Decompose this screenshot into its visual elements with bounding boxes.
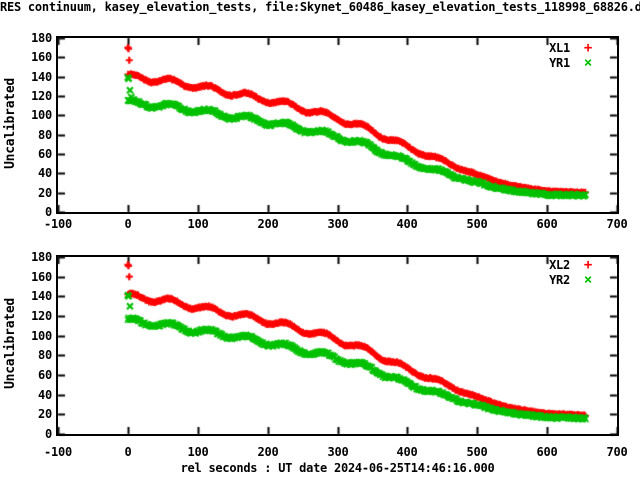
x-tick-label: 500 xyxy=(466,217,488,231)
legend-top: XL1 + YR1 × xyxy=(470,41,606,71)
x-tick-label: 600 xyxy=(536,217,558,231)
legend-bottom: XL2 + YR2 × xyxy=(470,258,606,288)
y-tick-label: 160 xyxy=(31,50,52,64)
legend-label-xl2: XL2 xyxy=(549,258,570,272)
y-tick-label: 20 xyxy=(38,186,52,200)
x-axis-label: rel seconds : UT date 2024-06-25T14:46:1… xyxy=(180,461,495,475)
y-tick-label: 120 xyxy=(31,309,52,323)
y-tick-label: 100 xyxy=(31,329,52,343)
x-tick-label: 200 xyxy=(257,217,279,231)
x-tick-label: 700 xyxy=(606,445,628,459)
x-tick-label: -100 xyxy=(44,217,72,231)
legend-label-yr2: YR2 xyxy=(549,273,570,287)
y-tick-label: 0 xyxy=(45,427,52,441)
legend-item-yr1: YR1 × xyxy=(470,56,606,71)
chart-title: RES continuum, kasey_elevation_tests, fi… xyxy=(0,0,640,14)
legend-label-xl1: XL1 xyxy=(549,41,570,55)
y-tick-label: 0 xyxy=(45,205,52,219)
legend-item-xl1: XL1 + xyxy=(470,41,606,56)
x-tick-label: 300 xyxy=(327,217,349,231)
x-tick-label: 300 xyxy=(327,445,349,459)
cross-marker-icon: × xyxy=(583,55,593,71)
x-tick-label: 600 xyxy=(536,445,558,459)
x-tick-label: -100 xyxy=(44,445,72,459)
x-tick-label: 0 xyxy=(124,445,132,459)
cross-marker-icon: × xyxy=(583,272,593,288)
legend-item-yr2: YR2 × xyxy=(470,273,606,288)
y-tick-label: 40 xyxy=(38,166,52,180)
legend-item-xl2: XL2 + xyxy=(470,258,606,273)
y-tick-label: 60 xyxy=(38,368,52,382)
y-tick-label: 60 xyxy=(38,147,52,161)
legend-label-yr1: YR1 xyxy=(549,56,570,70)
x-tick-label: 400 xyxy=(396,445,418,459)
x-tick-label: 200 xyxy=(257,445,279,459)
y-tick-label: 20 xyxy=(38,407,52,421)
plus-marker-icon: + xyxy=(583,257,593,273)
y-tick-label: 180 xyxy=(31,250,52,264)
y-tick-label: 40 xyxy=(38,388,52,402)
y-tick-label: 80 xyxy=(38,348,52,362)
y-tick-label: 80 xyxy=(38,128,52,142)
y-tick-label: 140 xyxy=(31,289,52,303)
y-tick-label: 100 xyxy=(31,108,52,122)
plus-marker-icon: + xyxy=(583,40,593,56)
x-tick-label: 0 xyxy=(124,217,132,231)
y-tick-label: 140 xyxy=(31,70,52,84)
y-tick-label: 160 xyxy=(31,270,52,284)
x-tick-label: 100 xyxy=(187,217,209,231)
x-tick-label: 400 xyxy=(396,217,418,231)
y-tick-label: 180 xyxy=(31,31,52,45)
x-tick-label: 700 xyxy=(606,217,628,231)
y-tick-label: 120 xyxy=(31,89,52,103)
x-tick-label: 500 xyxy=(466,445,488,459)
x-tick-label: 100 xyxy=(187,445,209,459)
